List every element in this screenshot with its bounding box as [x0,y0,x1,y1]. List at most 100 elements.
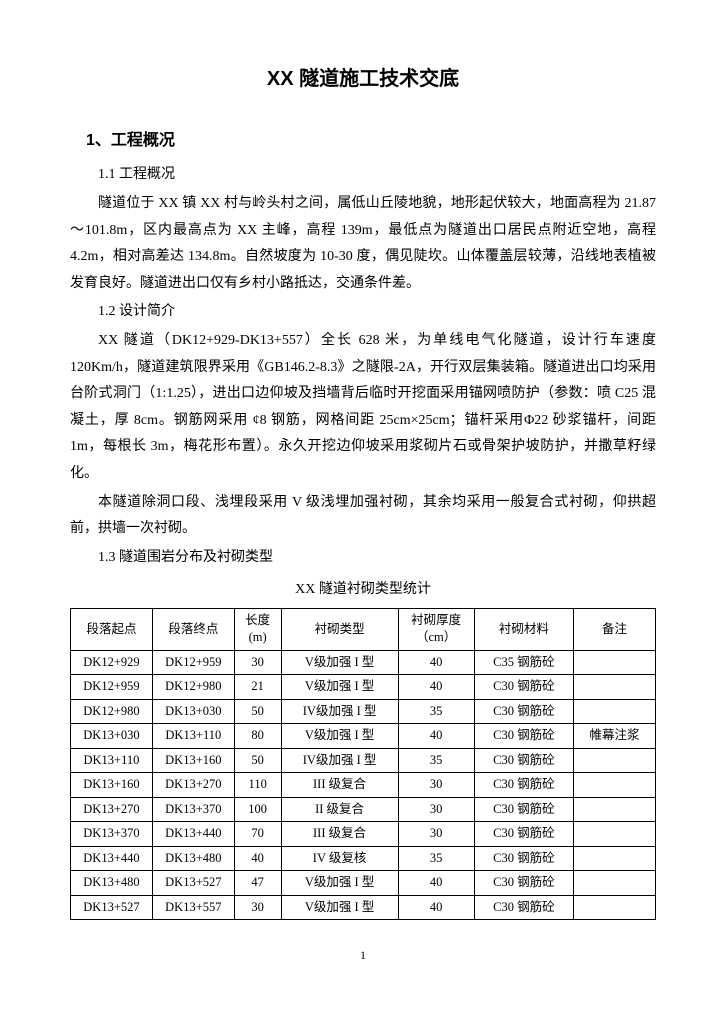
table-row: DK13+527DK13+55730V级加强 I 型40C30 钢筋砼 [71,895,656,920]
table-cell: DK13+110 [71,748,153,773]
table-cell: DK12+959 [71,675,153,700]
table-cell: IV级加强 I 型 [281,748,398,773]
table-cell: DK13+270 [152,773,234,798]
table-cell: V级加强 I 型 [281,650,398,675]
table-row: DK13+480DK13+52747V级加强 I 型40C30 钢筋砼 [71,871,656,896]
table-cell: DK13+270 [71,797,153,822]
table-cell [574,699,656,724]
table-cell: II 级复合 [281,797,398,822]
section-1-2-paragraph-1: XX 隧道（DK12+929-DK13+557）全长 628 米，为单线电气化隧… [70,328,656,488]
table-cell: 100 [234,797,281,822]
table-row: DK12+980DK13+03050IV级加强 I 型35C30 钢筋砼 [71,699,656,724]
table-cell: C35 钢筋砼 [474,650,573,675]
table-cell: DK13+480 [152,846,234,871]
table-cell: IV 级复核 [281,846,398,871]
section-1-2-paragraph-2: 本隧道除洞口段、浅埋段采用 V 级浅埋加强衬砌，其余均采用一般复合式衬砌，仰拱超… [70,490,656,543]
table-cell: DK12+959 [152,650,234,675]
table-cell: 50 [234,748,281,773]
table-header-cell: 备注 [574,608,656,650]
table-row: DK13+440DK13+48040IV 级复核35C30 钢筋砼 [71,846,656,871]
table-row: DK13+370DK13+44070III 级复合30C30 钢筋砼 [71,822,656,847]
table-cell [574,797,656,822]
table-row: DK12+959DK12+98021V级加强 I 型40C30 钢筋砼 [71,675,656,700]
table-cell: V级加强 I 型 [281,675,398,700]
table-cell: DK12+980 [71,699,153,724]
table-cell: DK13+370 [71,822,153,847]
table-row: DK13+030DK13+11080V级加强 I 型40C30 钢筋砼帷幕注浆 [71,724,656,749]
table-header-cell: 段落起点 [71,608,153,650]
table-cell: DK13+440 [152,822,234,847]
table-title: XX 隧道衬砌类型统计 [70,577,656,604]
table-cell: 30 [234,650,281,675]
table-header-cell: 长度(m) [234,608,281,650]
table-cell: DK13+527 [71,895,153,920]
table-cell: DK13+440 [71,846,153,871]
table-cell: DK13+480 [71,871,153,896]
table-cell [574,773,656,798]
table-cell: 47 [234,871,281,896]
table-row: DK13+110DK13+16050IV级加强 I 型35C30 钢筋砼 [71,748,656,773]
table-cell: 40 [234,846,281,871]
table-cell: C30 钢筋砼 [474,675,573,700]
table-header-cell: 段落终点 [152,608,234,650]
table-cell: 110 [234,773,281,798]
table-cell: C30 钢筋砼 [474,699,573,724]
table-cell [574,895,656,920]
table-cell: 70 [234,822,281,847]
table-cell: 40 [398,650,474,675]
table-cell: III 级复合 [281,822,398,847]
section-1-3-heading: 1.3 隧道围岩分布及衬砌类型 [70,545,656,572]
lining-type-table: 段落起点段落终点长度(m)衬砌类型衬砌厚度（cm）衬砌材料备注 DK12+929… [70,608,656,921]
table-cell: 35 [398,748,474,773]
table-header-cell: 衬砌厚度（cm） [398,608,474,650]
table-cell: DK13+527 [152,871,234,896]
table-cell: 40 [398,871,474,896]
document-title: XX 隧道施工技术交底 [70,60,656,98]
table-cell: DK13+160 [71,773,153,798]
page-number: 1 [70,944,656,967]
table-cell: 21 [234,675,281,700]
table-cell: C30 钢筋砼 [474,871,573,896]
section-1-1-heading: 1.1 工程概况 [70,162,656,189]
table-cell: 40 [398,675,474,700]
table-cell: DK13+110 [152,724,234,749]
table-row: DK12+929DK12+95930V级加强 I 型40C35 钢筋砼 [71,650,656,675]
table-cell: V级加强 I 型 [281,871,398,896]
table-row: DK13+160DK13+270110III 级复合30C30 钢筋砼 [71,773,656,798]
table-cell [574,748,656,773]
table-cell: 30 [234,895,281,920]
table-cell: V级加强 I 型 [281,724,398,749]
table-cell [574,650,656,675]
table-row: DK13+270DK13+370100II 级复合30C30 钢筋砼 [71,797,656,822]
table-cell: DK13+370 [152,797,234,822]
table-cell: C30 钢筋砼 [474,748,573,773]
table-cell: DK13+160 [152,748,234,773]
table-cell: DK13+030 [71,724,153,749]
table-cell [574,822,656,847]
table-cell: 帷幕注浆 [574,724,656,749]
table-cell: IV级加强 I 型 [281,699,398,724]
table-cell [574,675,656,700]
section-1-heading: 1、工程概况 [70,126,656,156]
table-cell: C30 钢筋砼 [474,895,573,920]
section-1-2-heading: 1.2 设计简介 [70,299,656,326]
table-cell: DK13+557 [152,895,234,920]
table-cell: C30 钢筋砼 [474,846,573,871]
table-cell [574,846,656,871]
table-header-cell: 衬砌材料 [474,608,573,650]
table-cell: C30 钢筋砼 [474,724,573,749]
table-cell: C30 钢筋砼 [474,822,573,847]
table-cell: C30 钢筋砼 [474,773,573,798]
table-cell: 35 [398,699,474,724]
table-cell: 30 [398,797,474,822]
table-cell: 35 [398,846,474,871]
table-cell: 40 [398,724,474,749]
section-1-1-paragraph: 隧道位于 XX 镇 XX 村与岭头村之间，属低山丘陵地貌，地形起伏较大，地面高程… [70,191,656,297]
table-cell: 80 [234,724,281,749]
table-cell: V级加强 I 型 [281,895,398,920]
table-cell: DK13+030 [152,699,234,724]
table-cell: III 级复合 [281,773,398,798]
table-cell: DK12+980 [152,675,234,700]
table-cell: 30 [398,773,474,798]
table-header-cell: 衬砌类型 [281,608,398,650]
